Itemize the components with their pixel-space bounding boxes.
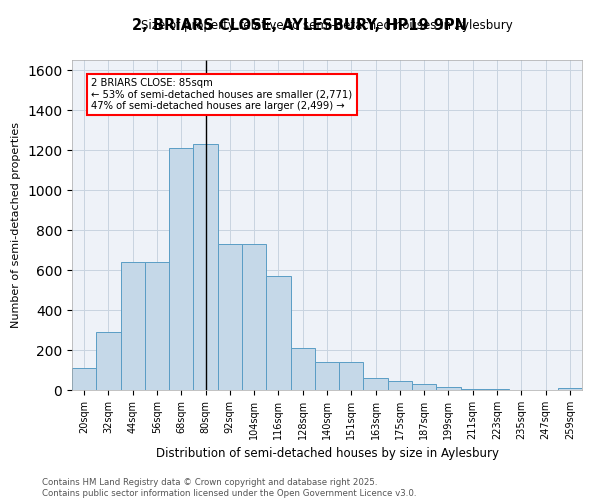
Bar xyxy=(242,244,266,390)
Text: Contains HM Land Registry data © Crown copyright and database right 2025.
Contai: Contains HM Land Registry data © Crown c… xyxy=(42,478,416,498)
Bar xyxy=(412,384,436,390)
Text: 2 BRIARS CLOSE: 85sqm
← 53% of semi-detached houses are smaller (2,771)
47% of s: 2 BRIARS CLOSE: 85sqm ← 53% of semi-deta… xyxy=(91,78,353,111)
Bar xyxy=(96,332,121,390)
Bar xyxy=(121,262,145,390)
Bar xyxy=(193,144,218,390)
Bar xyxy=(388,381,412,390)
Bar xyxy=(364,378,388,390)
X-axis label: Distribution of semi-detached houses by size in Aylesbury: Distribution of semi-detached houses by … xyxy=(155,448,499,460)
Bar xyxy=(485,389,509,390)
Bar xyxy=(266,276,290,390)
Text: 2, BRIARS CLOSE, AYLESBURY, HP19 9PN: 2, BRIARS CLOSE, AYLESBURY, HP19 9PN xyxy=(133,18,467,32)
Bar xyxy=(461,389,485,390)
Bar xyxy=(72,368,96,390)
Title: Size of property relative to semi-detached houses in Aylesbury: Size of property relative to semi-detach… xyxy=(141,20,513,32)
Bar xyxy=(145,262,169,390)
Bar xyxy=(436,387,461,390)
Bar xyxy=(558,388,582,390)
Y-axis label: Number of semi-detached properties: Number of semi-detached properties xyxy=(11,122,22,328)
Bar xyxy=(315,362,339,390)
Bar xyxy=(339,362,364,390)
Bar xyxy=(290,348,315,390)
Bar xyxy=(169,148,193,390)
Bar xyxy=(218,244,242,390)
